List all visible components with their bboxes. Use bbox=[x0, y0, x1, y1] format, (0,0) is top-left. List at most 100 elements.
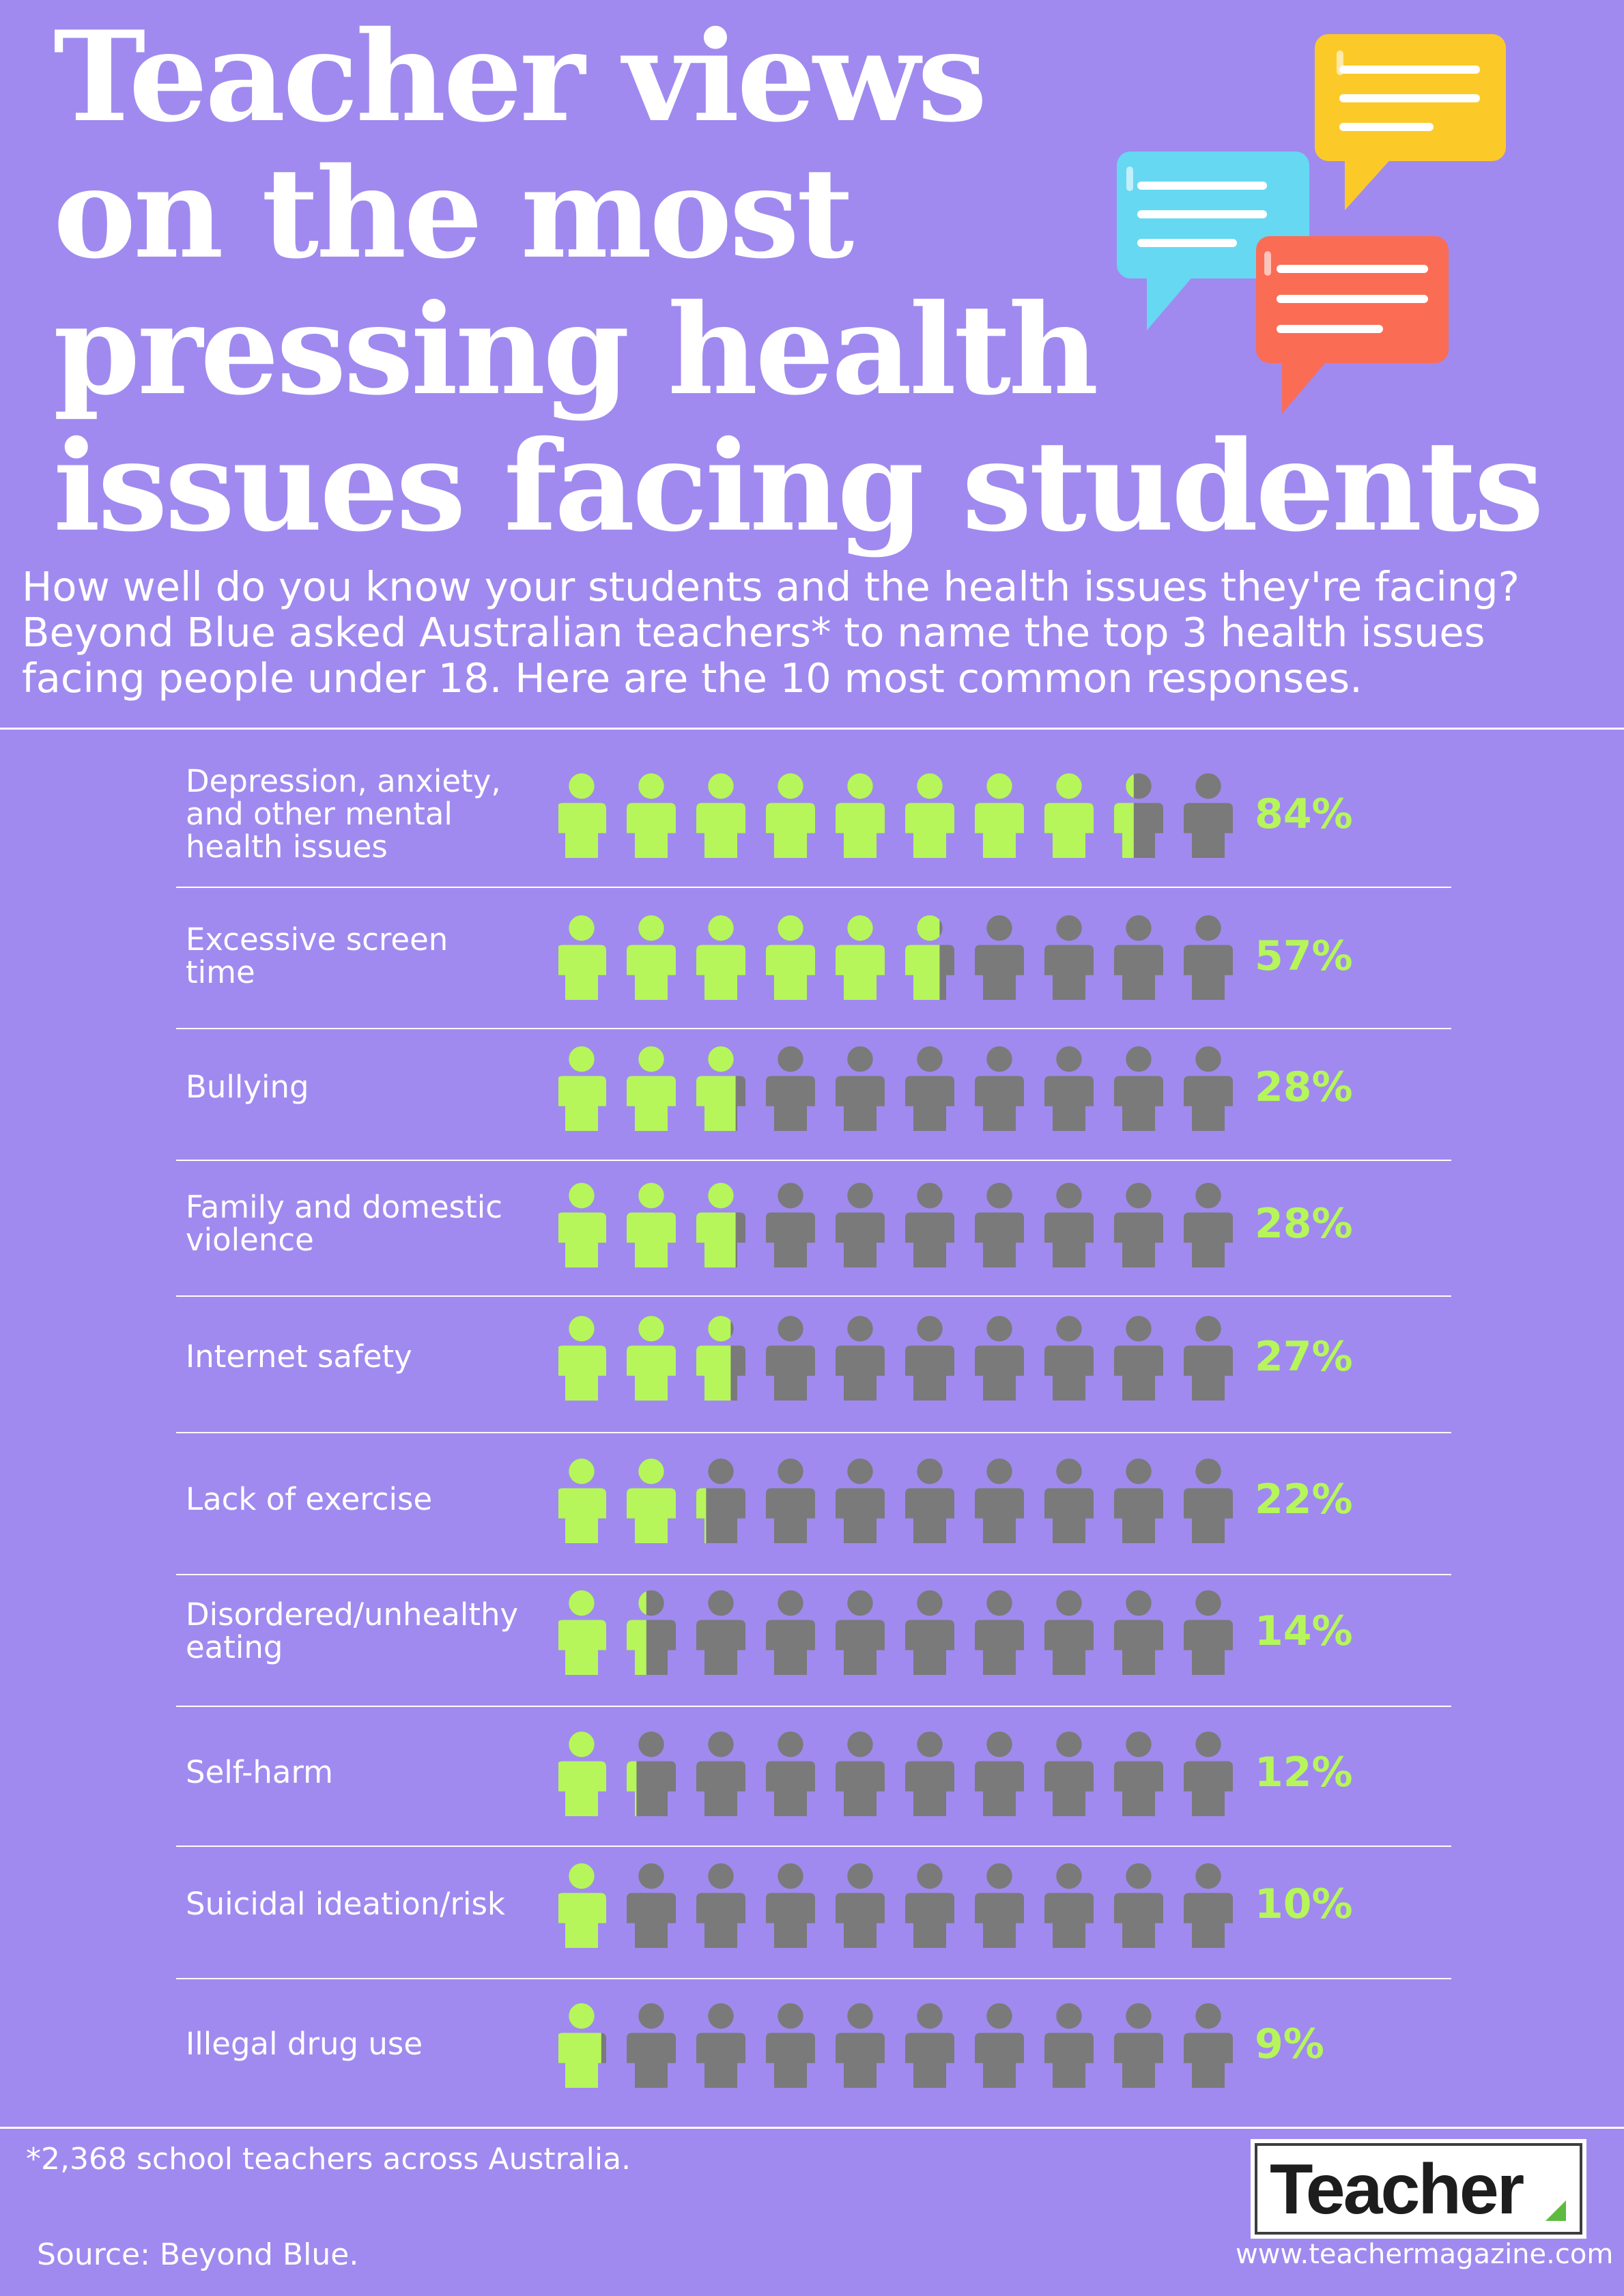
person-icon bbox=[905, 2003, 954, 2088]
person-icon bbox=[1114, 1316, 1163, 1401]
person-icon-empty bbox=[1044, 1459, 1094, 1543]
person-icon bbox=[1044, 1732, 1094, 1816]
title-line: Teacher views bbox=[53, 3, 987, 149]
person-icon bbox=[1044, 1459, 1094, 1543]
row-divider bbox=[176, 1574, 1451, 1575]
person-icon-filled bbox=[836, 915, 885, 1000]
person-icon bbox=[558, 1459, 606, 1543]
person-icon-empty bbox=[975, 2003, 1024, 2088]
person-icon bbox=[1114, 2003, 1163, 2088]
person-icon bbox=[836, 1459, 885, 1543]
person-icon bbox=[905, 1046, 954, 1131]
person-icon-filled bbox=[558, 915, 606, 1000]
row-divider bbox=[176, 1432, 1451, 1433]
website-link[interactable]: www.teachermagazine.com bbox=[1236, 2239, 1614, 2270]
person-icon bbox=[836, 773, 885, 858]
row-label: Depression, anxiety, and other mental heal… bbox=[186, 765, 527, 863]
person-icon-filled bbox=[558, 1046, 606, 1131]
person-icon-empty bbox=[975, 915, 1024, 1000]
person-icon-filled bbox=[627, 915, 676, 1000]
row-divider bbox=[176, 1160, 1451, 1161]
person-icon-empty bbox=[1184, 773, 1233, 858]
person-icon-empty bbox=[836, 2003, 885, 2088]
icon-row bbox=[558, 1459, 1233, 1543]
person-icon-empty bbox=[1184, 2003, 1233, 2088]
person-icon-empty bbox=[1184, 1316, 1233, 1401]
person-icon-filled bbox=[975, 773, 1024, 858]
person-icon-empty bbox=[1114, 1863, 1163, 1948]
person-icon-filled bbox=[905, 915, 940, 1000]
value-label: 10% bbox=[1255, 1880, 1353, 1928]
person-icon-empty bbox=[836, 1183, 885, 1267]
person-icon-empty bbox=[1044, 915, 1094, 1000]
person-icon-filled bbox=[627, 1459, 676, 1543]
person-icon-filled bbox=[1044, 773, 1094, 858]
person-icon-filled bbox=[627, 1183, 676, 1267]
person-icon bbox=[1044, 1046, 1094, 1131]
person-icon-filled bbox=[558, 1183, 606, 1267]
person-icon-empty bbox=[975, 1183, 1024, 1267]
logo-text: Teacher bbox=[1270, 2150, 1524, 2229]
person-icon bbox=[975, 1459, 1024, 1543]
row-label: Suicidal ideation/risk bbox=[186, 1888, 527, 1921]
person-icon bbox=[905, 1590, 954, 1675]
person-icon bbox=[905, 1459, 954, 1543]
person-icon-filled bbox=[558, 773, 606, 858]
teacher-logo: Teacher bbox=[1251, 2139, 1586, 2239]
person-icon-filled bbox=[627, 1046, 676, 1131]
person-icon bbox=[1184, 915, 1233, 1000]
source-note: Source: Beyond Blue. bbox=[37, 2237, 359, 2272]
person-icon bbox=[975, 1863, 1024, 1948]
person-icon bbox=[696, 1183, 745, 1267]
person-icon-empty bbox=[836, 1590, 885, 1675]
intro-text: How well do you know your students and t… bbox=[22, 564, 1612, 701]
person-icon-empty bbox=[1184, 1590, 1233, 1675]
person-icon bbox=[975, 1046, 1024, 1131]
person-icon bbox=[975, 1732, 1024, 1816]
person-icon-empty bbox=[905, 1732, 954, 1816]
person-icon-empty bbox=[975, 1732, 1024, 1816]
row-divider bbox=[176, 1706, 1451, 1707]
person-icon-empty bbox=[1114, 1316, 1163, 1401]
value-label: 14% bbox=[1255, 1607, 1353, 1655]
row-label-line: Internet safety bbox=[186, 1338, 412, 1375]
person-icon bbox=[1114, 1183, 1163, 1267]
person-icon-empty bbox=[836, 1459, 885, 1543]
teacher-logo-mark-icon bbox=[1545, 2200, 1566, 2221]
person-icon bbox=[558, 1732, 606, 1816]
person-icon-filled bbox=[627, 1761, 637, 1816]
person-icon-filled bbox=[696, 1316, 731, 1401]
value-label: 22% bbox=[1255, 1476, 1353, 1523]
person-icon-empty bbox=[975, 1316, 1024, 1401]
icon-row bbox=[558, 2003, 1233, 2088]
person-icon bbox=[1114, 1863, 1163, 1948]
row-divider bbox=[176, 1295, 1451, 1297]
person-icon bbox=[836, 2003, 885, 2088]
person-icon bbox=[836, 1046, 885, 1131]
person-icon-empty bbox=[766, 1316, 815, 1401]
person-icon-filled bbox=[696, 1183, 736, 1267]
person-icon-empty bbox=[1184, 1863, 1233, 1948]
person-icon bbox=[766, 2003, 815, 2088]
person-icon-filled bbox=[905, 773, 954, 858]
value-label: 12% bbox=[1255, 1749, 1353, 1796]
row-label-line: health issues bbox=[186, 829, 388, 865]
person-icon bbox=[1114, 773, 1163, 858]
person-icon bbox=[627, 1863, 676, 1948]
person-icon-empty bbox=[1044, 1863, 1094, 1948]
person-icon bbox=[1114, 1046, 1163, 1131]
person-icon bbox=[696, 1316, 745, 1401]
title-line: pressing health bbox=[53, 276, 1099, 422]
person-icon bbox=[558, 1863, 606, 1948]
person-icon-filled bbox=[696, 915, 745, 1000]
person-icon bbox=[1184, 1732, 1233, 1816]
person-icon bbox=[836, 1732, 885, 1816]
row-label: Internet safety bbox=[186, 1340, 527, 1373]
icon-row bbox=[558, 1046, 1233, 1131]
person-icon bbox=[558, 773, 606, 858]
person-icon-empty bbox=[836, 1732, 885, 1816]
person-icon bbox=[1044, 1316, 1094, 1401]
person-icon bbox=[975, 1316, 1024, 1401]
person-icon-empty bbox=[836, 1316, 885, 1401]
person-icon-empty bbox=[766, 1183, 815, 1267]
